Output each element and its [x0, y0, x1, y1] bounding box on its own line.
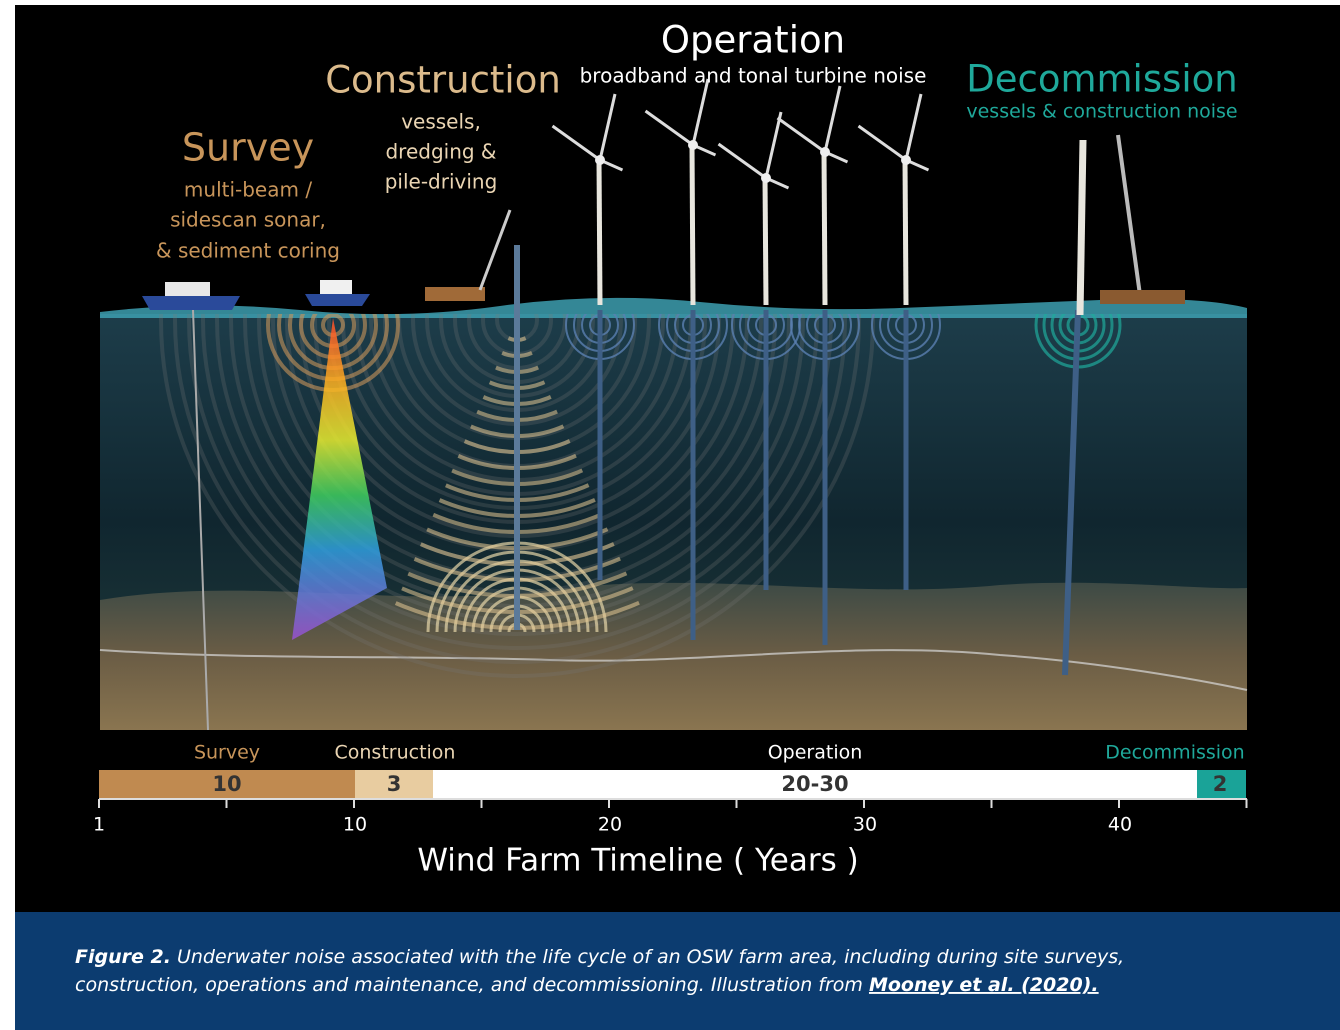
segment-label: Operation [768, 742, 863, 764]
sediment-line [99, 649, 1248, 691]
turbine-blade [764, 111, 783, 179]
ship-cabin [165, 282, 210, 296]
turbine-blade [551, 124, 601, 162]
survey-ship [142, 296, 240, 310]
turbine-tower [762, 177, 769, 306]
turbine-blade [598, 93, 617, 161]
phase-subtitle: pile-driving [385, 170, 498, 194]
timeline: Survey 10 Construction 3 Operation 20-30 Decom… [93, 742, 1248, 836]
timeline-segment [433, 770, 1197, 798]
turbine-hub [820, 147, 830, 157]
turbine-blade [857, 124, 907, 162]
phase-title: Operation [661, 19, 845, 62]
segment-duration: 10 [212, 772, 241, 796]
tick-label: 30 [853, 814, 877, 836]
turbine-blade [823, 85, 842, 153]
illustration [99, 78, 1248, 731]
segment-label: Survey [194, 742, 260, 764]
phase-title: Survey [182, 126, 314, 170]
axis-title: Wind Farm Timeline ( Years ) [417, 843, 858, 879]
turbine-blade [717, 142, 767, 180]
decom-foundation [1062, 309, 1081, 676]
phase-subtitle: broadband and tonal turbine noise [580, 64, 927, 88]
phase-title: Construction [325, 59, 561, 102]
turbine-blade [644, 109, 694, 147]
phase-subtitle: vessels & construction noise [966, 101, 1237, 123]
turbine-tower [821, 151, 828, 306]
seabed [100, 582, 1247, 730]
caption-text: construction, operations and maintenance… [75, 974, 863, 996]
tick-label: 10 [343, 814, 367, 836]
caption-link[interactable]: Mooney et al. (2020). [869, 974, 1099, 996]
timeline-segment [355, 770, 433, 798]
turbine-blade [691, 78, 710, 146]
segment-label: Construction [335, 742, 456, 764]
phase-subtitle: multi-beam / [184, 178, 312, 202]
phase-subtitle: dredging & [385, 140, 496, 164]
ship-cabin [320, 280, 352, 294]
sediment-corer [192, 309, 209, 731]
survey-ship [305, 294, 370, 306]
turbine-hub [761, 173, 771, 183]
phase-title: Decommission [966, 58, 1238, 101]
sea-surface [100, 297, 1247, 318]
tick-label: 1 [93, 814, 105, 836]
turbine-hub [901, 155, 911, 165]
caption-line: construction, operations and maintenance… [75, 974, 1099, 996]
crane [1116, 134, 1142, 296]
turbine-tower [596, 159, 603, 306]
turbine-hub [688, 140, 698, 150]
segment-duration: 2 [1213, 772, 1228, 796]
tick-label: 20 [598, 814, 622, 836]
caption-line: Figure 2. Underwater noise associated wi… [75, 946, 1124, 968]
timeline-segment [99, 770, 355, 798]
turbine-tower [902, 159, 909, 306]
barge [1100, 290, 1185, 304]
turbine-blade [904, 93, 923, 161]
caption-label: Figure 2. [75, 946, 171, 968]
noise-ring [187, 314, 847, 650]
turbine-blade [776, 116, 826, 154]
sonar-beam [292, 318, 387, 640]
turbine-hub [595, 155, 605, 165]
timeline-segment [1197, 770, 1246, 798]
decom-tower [1076, 139, 1087, 316]
noise-ring [201, 314, 833, 636]
crane [478, 209, 512, 291]
segment-duration: 20-30 [781, 772, 848, 796]
segment-duration: 3 [387, 772, 402, 796]
phase-subtitle: sidescan sonar, [170, 208, 326, 232]
turbine-tower [689, 144, 696, 306]
segment-label: Decommission [1105, 742, 1244, 764]
phase-subtitle: & sediment coring [156, 239, 340, 263]
phase-subtitle: vessels, [401, 110, 481, 134]
tick-label: 40 [1108, 814, 1132, 836]
caption-band [15, 912, 1340, 1030]
construction-barge [425, 287, 485, 301]
caption-text: Underwater noise associated with the lif… [177, 946, 1124, 968]
